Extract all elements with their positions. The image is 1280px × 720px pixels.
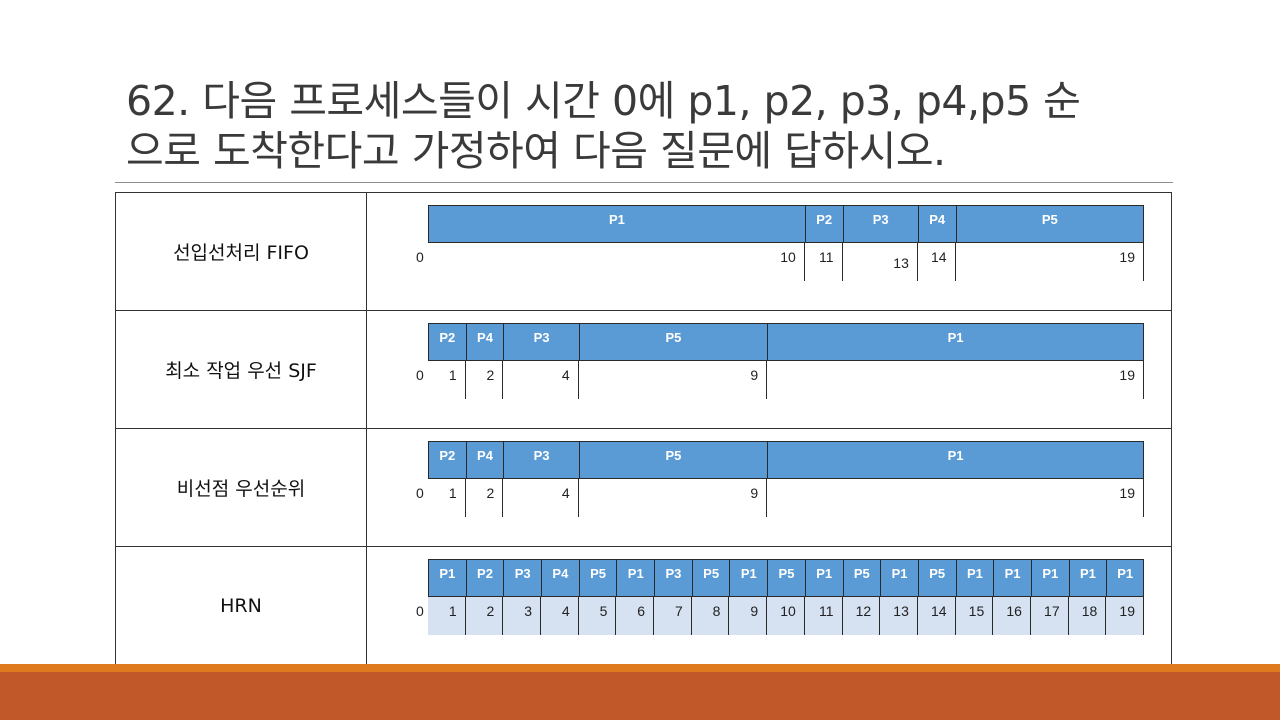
gantt-tick-label: 2	[466, 479, 504, 517]
gantt-segment: P5	[578, 441, 768, 479]
gantt-segment: P1	[1068, 559, 1107, 597]
gantt-tick-label: 1	[428, 597, 466, 635]
gantt-tick-label: 5	[578, 597, 617, 635]
gantt-tick-label: 9	[579, 361, 768, 399]
gantt-segment: P3	[503, 441, 579, 479]
gantt-segment: P1	[804, 559, 843, 597]
footer-accent-strip	[0, 664, 1280, 672]
algorithm-label: 최소 작업 우선 SJF	[115, 310, 367, 429]
gantt-tick-label: 9	[579, 479, 768, 517]
gantt-segment: P1	[880, 559, 918, 597]
row-priority: 비선점 우선순위 P2 1 P4 2 P3 4 P5 9 P1 19 0	[115, 428, 1172, 547]
gantt-start-label: 0	[416, 249, 424, 265]
gantt-start-label: 0	[416, 485, 424, 501]
gantt-segment: P5	[578, 323, 768, 361]
gantt-segment: P1	[993, 559, 1031, 597]
gantt-segment: P2	[428, 323, 466, 361]
gantt-tick-label: 19	[767, 479, 1144, 517]
gantt-tick-label: 15	[955, 597, 994, 635]
gantt-segment: P1	[955, 559, 994, 597]
gantt-segment: P3	[503, 323, 579, 361]
gantt-segment: P1	[767, 441, 1144, 479]
gantt-segment: P1	[616, 559, 655, 597]
gantt-tick-label: 13	[843, 243, 918, 281]
gantt-tick-label: 17	[1030, 597, 1069, 635]
algorithm-label: HRN	[115, 546, 367, 665]
gantt-tick-label: 6	[616, 597, 655, 635]
title-line-1: 62. 다음 프로세스들이 시간 0에 p1, p2, p3, p4,p5 순	[126, 77, 1081, 125]
gantt-segment: P2	[428, 441, 466, 479]
title-line-2: 으로 도착한다고 가정하여 다음 질문에 답하시오.	[126, 127, 946, 175]
gantt-tick-label: 12	[842, 597, 881, 635]
gantt-segment: P1	[428, 559, 466, 597]
row-sjf: 최소 작업 우선 SJF P2 1 P4 2 P3 4 P5 9 P1 19 0	[115, 310, 1172, 429]
gantt-tick-label: 4	[503, 479, 579, 517]
algorithm-label: 선입선처리 FIFO	[115, 192, 367, 311]
gantt-segment: P1	[428, 205, 805, 243]
gantt-tick-label: 3	[503, 597, 542, 635]
gantt-tick-label: 18	[1068, 597, 1107, 635]
gantt-tick-label: 19	[767, 361, 1144, 399]
gantt-cell: P1 10 P2 11 P3 13 P4 14 P5 19 0	[366, 192, 1172, 311]
gantt-segment: P1	[1106, 559, 1144, 597]
gantt-segment: P3	[654, 559, 692, 597]
gantt-tick-label: 10	[428, 243, 805, 281]
gantt-segment: P4	[541, 559, 579, 597]
gantt-tick-label: 2	[466, 361, 504, 399]
gantt-tick-label: 4	[503, 361, 579, 399]
gantt-segment: P5	[917, 559, 956, 597]
gantt-segment: P4	[465, 441, 504, 479]
gantt-tick-label: 11	[804, 597, 843, 635]
gantt-segment: P3	[503, 559, 542, 597]
gantt-tick-label: 14	[917, 597, 956, 635]
gantt-segment: P3	[842, 205, 918, 243]
gantt-start-label: 0	[416, 603, 424, 619]
algorithm-label: 비선점 우선순위	[115, 428, 367, 547]
gantt-tick-label: 11	[805, 243, 843, 281]
row-fifo: 선입선처리 FIFO P1 10 P2 11 P3 13 P4 14 P5 19 0	[115, 192, 1172, 311]
gantt-cell: P1 1 P2 2 P3 3 P4 4 P5 5 P1 6 P3 7 P5 8 P1 9 P5 10 P1 11 P5 12 P…	[366, 546, 1172, 665]
gantt-segment: P1	[1030, 559, 1069, 597]
gantt-tick-label: 13	[880, 597, 918, 635]
gantt-segment: P5	[578, 559, 617, 597]
gantt-tick-label: 1	[428, 361, 466, 399]
scheduling-table: 선입선처리 FIFO P1 10 P2 11 P3 13 P4 14 P5 19 0 최소 작업 우…	[115, 192, 1172, 665]
gantt-tick-label: 14	[918, 243, 956, 281]
title-divider	[115, 182, 1173, 183]
gantt-chart-priority: P2 1 P4 2 P3 4 P5 9 P1 19 0	[367, 429, 1171, 546]
gantt-tick-label: 16	[993, 597, 1031, 635]
gantt-tick-label: 1	[428, 479, 466, 517]
row-hrn: HRN P1 1 P2 2 P3 3 P4 4 P5 5 P1 6 P3 7 P5 8 P1 9 P5 10 P1 11 P…	[115, 546, 1172, 665]
gantt-start-label: 0	[416, 367, 424, 383]
gantt-segment: P1	[767, 323, 1144, 361]
gantt-segment: P4	[917, 205, 956, 243]
gantt-segment: P1	[729, 559, 768, 597]
gantt-tick-label: 19	[1106, 597, 1144, 635]
gantt-chart-fifo: P1 10 P2 11 P3 13 P4 14 P5 19 0	[367, 193, 1171, 310]
footer-bar	[0, 672, 1280, 720]
slide-title: 62. 다음 프로세스들이 시간 0에 p1, p2, p3, p4,p5 순 …	[126, 76, 1186, 176]
gantt-cell: P2 1 P4 2 P3 4 P5 9 P1 19 0	[366, 428, 1172, 547]
gantt-segment: P4	[465, 323, 504, 361]
gantt-tick-label: 8	[691, 597, 730, 635]
gantt-tick-label: 10	[767, 597, 805, 635]
gantt-segment: P5	[691, 559, 730, 597]
gantt-segment: P5	[842, 559, 881, 597]
gantt-tick-label: 7	[654, 597, 692, 635]
gantt-tick-label: 19	[956, 243, 1144, 281]
gantt-cell: P2 1 P4 2 P3 4 P5 9 P1 19 0	[366, 310, 1172, 429]
gantt-tick-label: 4	[541, 597, 579, 635]
gantt-chart-sjf: P2 1 P4 2 P3 4 P5 9 P1 19 0	[367, 311, 1171, 428]
gantt-chart-hrn: P1 1 P2 2 P3 3 P4 4 P5 5 P1 6 P3 7 P5 8 P1 9 P5 10 P1 11 P5 12 P…	[367, 547, 1171, 664]
gantt-segment: P2	[804, 205, 843, 243]
gantt-tick-label: 9	[729, 597, 768, 635]
gantt-segment: P5	[767, 559, 805, 597]
gantt-segment: P5	[955, 205, 1144, 243]
gantt-segment: P2	[465, 559, 504, 597]
gantt-tick-label: 2	[465, 597, 504, 635]
